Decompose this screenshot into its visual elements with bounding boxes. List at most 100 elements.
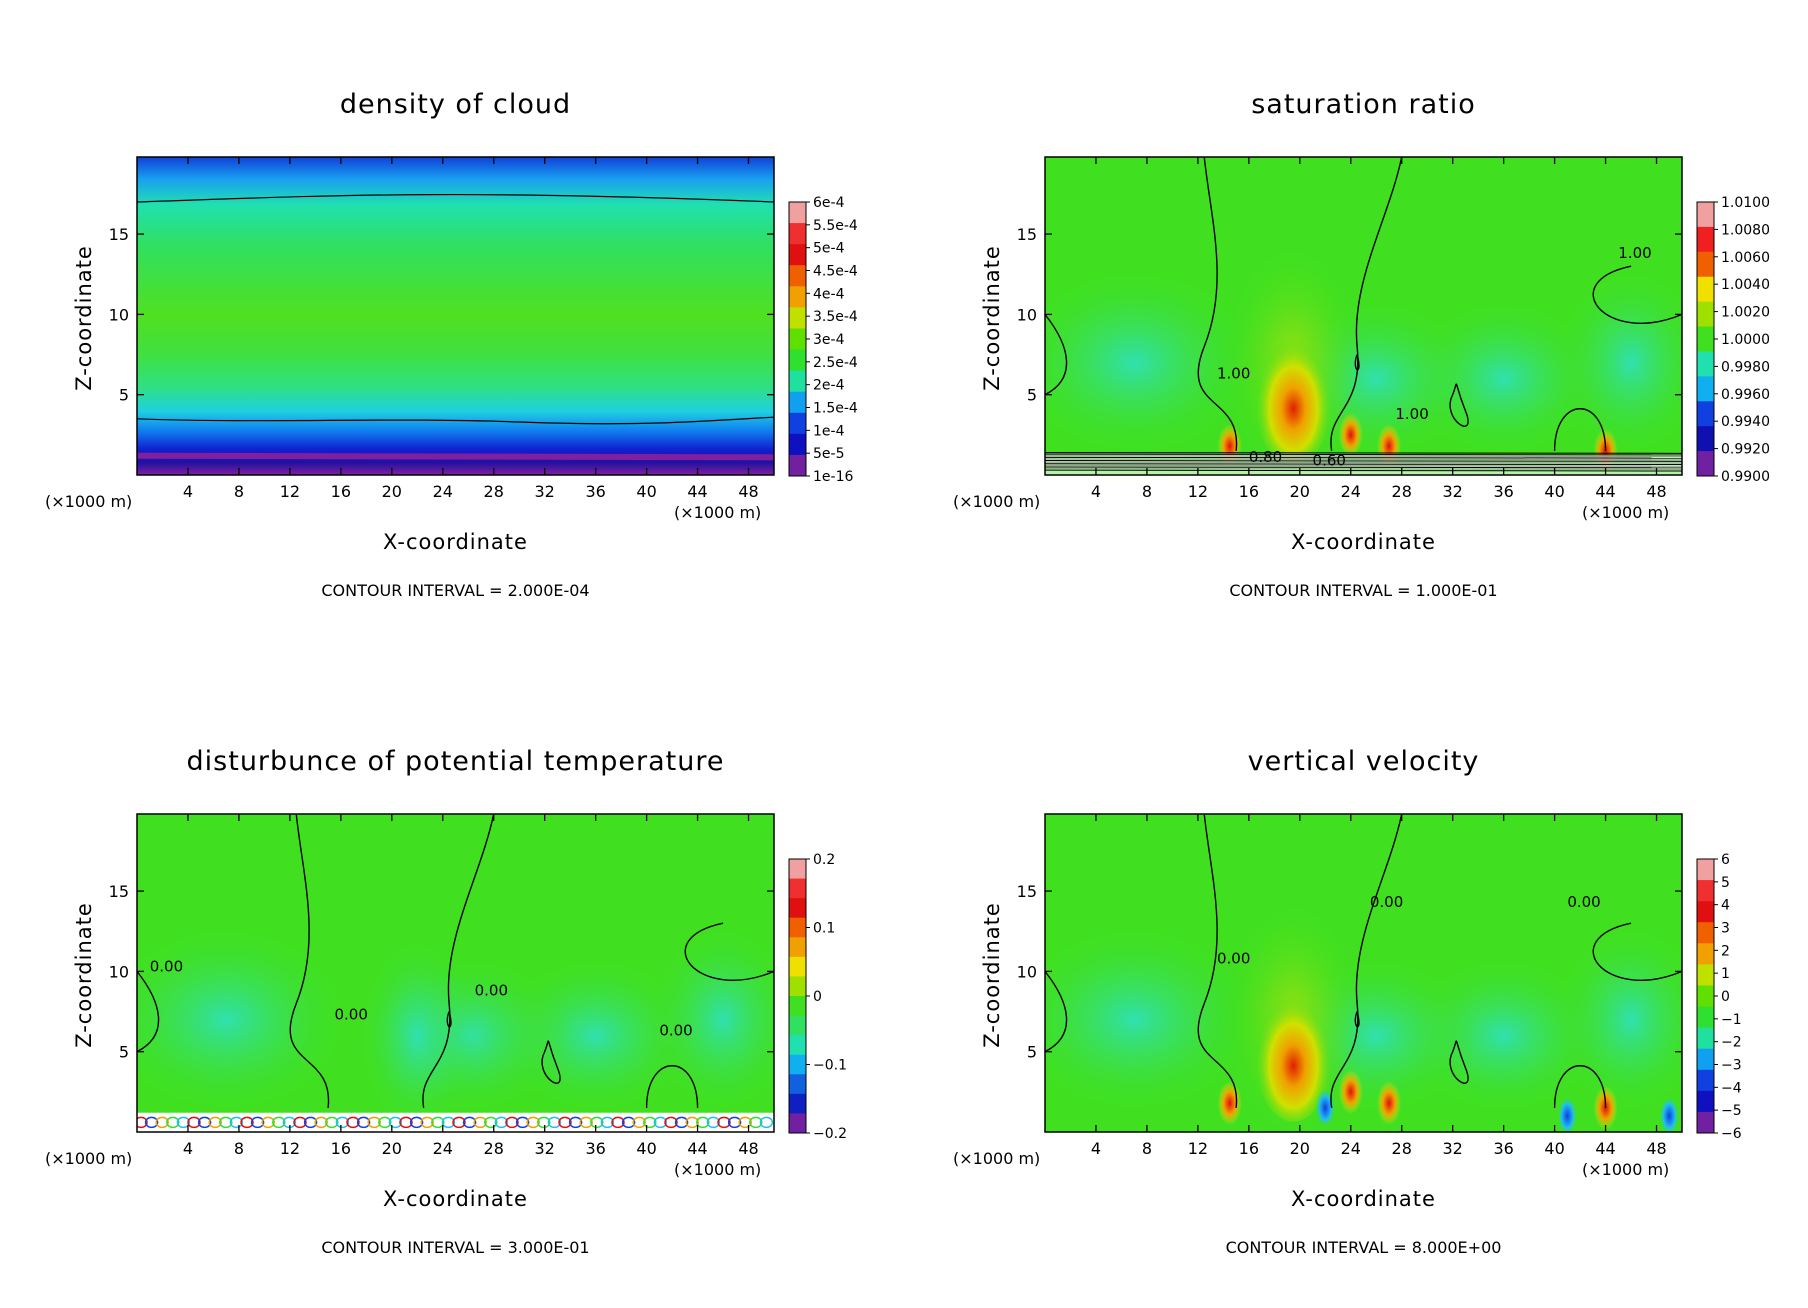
x-tick-label: 12 xyxy=(280,1139,300,1158)
x-axis-label: X-coordinate xyxy=(1291,1187,1436,1211)
colorbar-segment xyxy=(789,937,806,958)
x-unit-label: (×1000 m) xyxy=(1582,1160,1669,1179)
x-tick-label: 36 xyxy=(1493,1139,1513,1158)
noise-mark xyxy=(494,1116,509,1129)
colorbar-label: 0.1 xyxy=(813,921,835,937)
x-tick-label: 44 xyxy=(687,482,707,501)
x-tick-label: 16 xyxy=(331,1139,351,1158)
heatmap-field: 0.00 0.00 0.00 0.00 xyxy=(137,814,774,1132)
contour-line xyxy=(289,814,330,1108)
colorbar-segment xyxy=(789,307,806,329)
x-tick-label: 4 xyxy=(1091,482,1101,501)
x-axis-label: X-coordinate xyxy=(1291,530,1436,554)
colorbar-segment xyxy=(1697,426,1714,452)
colorbar-label: 0.9920 xyxy=(1721,442,1770,458)
contour-line xyxy=(1045,453,1682,456)
noise-mark xyxy=(643,1116,657,1129)
colorbar-segment xyxy=(789,898,806,919)
colorbar-label: 1 xyxy=(1721,966,1730,982)
contour-label: 0.80 xyxy=(1249,448,1282,466)
contour-line xyxy=(1592,922,1682,981)
contour-label: 0.00 xyxy=(334,1006,367,1024)
y-tick-label: 5 xyxy=(1027,386,1037,405)
contour-label: 1.00 xyxy=(1217,365,1250,383)
x-tick-label: 36 xyxy=(585,482,605,501)
y-axis-label: Z-coordinate xyxy=(72,902,96,1048)
y-tick-label: 10 xyxy=(109,962,129,981)
noise-mark xyxy=(144,1116,159,1129)
colorbar-label: 3e-4 xyxy=(813,332,845,348)
noise-mark xyxy=(176,1116,191,1129)
field-anomaly xyxy=(1557,1095,1578,1132)
colorbar-segment xyxy=(789,956,806,977)
noise-mark xyxy=(261,1116,275,1129)
noise-mark xyxy=(547,1116,562,1129)
field-anomaly xyxy=(1045,266,1262,459)
colorbar-segment xyxy=(789,244,806,266)
noise-mark xyxy=(738,1116,752,1129)
noise-mark xyxy=(378,1116,392,1129)
x-tick-label: 28 xyxy=(484,1139,504,1158)
noise-mark xyxy=(367,1116,381,1129)
noise-mark xyxy=(431,1116,445,1129)
plot-frame xyxy=(136,156,775,476)
y-axis-label: Z-coordinate xyxy=(72,245,96,391)
noise-mark xyxy=(579,1116,593,1129)
noise-mark xyxy=(452,1116,466,1129)
colorbar-segment xyxy=(789,412,806,435)
colorbar-segment xyxy=(1697,202,1714,228)
contour-label: 0.00 xyxy=(150,957,183,975)
chart-title: density of cloud xyxy=(340,89,571,120)
x-tick-label: 28 xyxy=(1392,482,1412,501)
x-tick-label: 36 xyxy=(1493,482,1513,501)
x-unit-label: (×1000 m) xyxy=(674,1160,761,1179)
x-tick-label: 4 xyxy=(183,482,193,501)
noise-mark xyxy=(250,1116,265,1129)
y-tick-label: 5 xyxy=(1027,1043,1037,1062)
colorbar-segment xyxy=(1697,1090,1714,1113)
field-anomaly xyxy=(1253,324,1334,465)
colorbar-label: 1.0080 xyxy=(1721,222,1770,238)
x-tick-label: 8 xyxy=(1142,482,1152,501)
colorbar-segment xyxy=(1697,401,1714,427)
z-unit-label: (×1000 m) xyxy=(45,1149,132,1168)
colorbar-label: 1e-16 xyxy=(813,469,853,485)
colorbar-segment xyxy=(1697,301,1714,328)
field-anomaly xyxy=(1253,981,1334,1122)
colorbar-label: 1.0000 xyxy=(1721,332,1770,348)
x-tick-label: 8 xyxy=(234,1139,244,1158)
noise-mark xyxy=(473,1116,487,1129)
contour-line xyxy=(1330,157,1403,452)
noise-mark xyxy=(137,1116,148,1129)
contour-line xyxy=(1330,814,1403,1109)
heatmap-field xyxy=(137,157,774,475)
colorbar-segment xyxy=(1697,1111,1714,1134)
noise-mark xyxy=(420,1116,434,1129)
noise-mark xyxy=(166,1116,180,1129)
colorbar-segment xyxy=(789,433,806,456)
contour-line xyxy=(1592,265,1682,324)
colorbar-segment xyxy=(1697,922,1714,944)
x-tick-label: 40 xyxy=(1544,1139,1564,1158)
x-tick-label: 24 xyxy=(433,482,453,501)
noise-mark xyxy=(303,1116,318,1129)
y-tick-label: 15 xyxy=(109,882,129,901)
noise-mark xyxy=(484,1116,498,1129)
contour-label: 0.00 xyxy=(659,1022,692,1040)
chart-title: saturation ratio xyxy=(1251,89,1476,120)
noise-mark xyxy=(653,1116,668,1129)
colorbar-label: 5.5e-4 xyxy=(813,218,858,234)
noise-mark xyxy=(197,1116,212,1129)
y-tick-label: 5 xyxy=(119,1043,129,1062)
colorbar-segment xyxy=(789,1074,806,1095)
colorbar-segment xyxy=(1697,326,1714,352)
contour-line xyxy=(137,452,774,461)
colorbar-segment xyxy=(1697,1048,1714,1071)
contour-line xyxy=(137,416,774,425)
contour-line xyxy=(1354,1011,1360,1028)
contour-line xyxy=(541,1040,561,1084)
contour-line xyxy=(1449,383,1469,427)
contour-line xyxy=(1045,456,1682,459)
